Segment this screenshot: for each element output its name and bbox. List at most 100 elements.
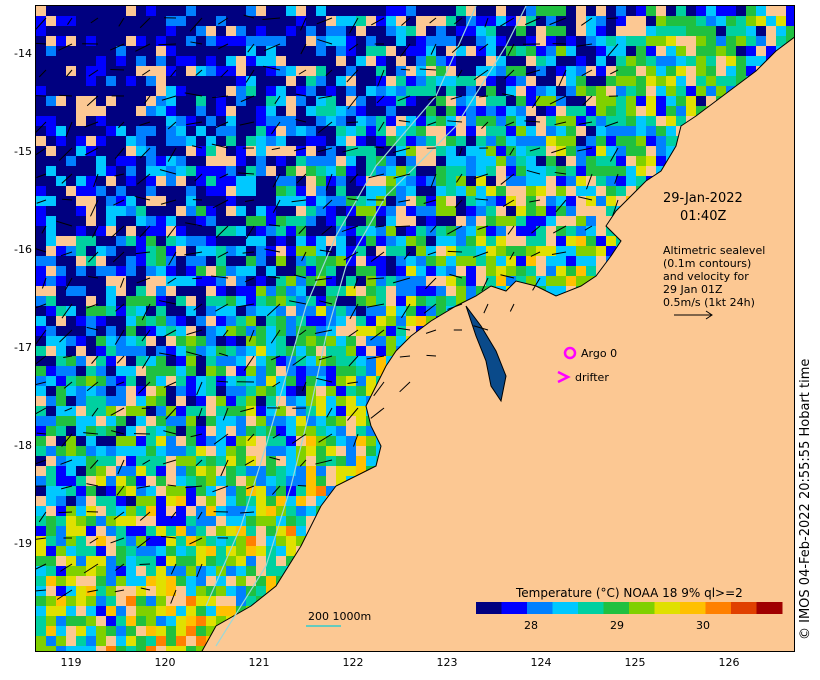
sst-cell — [266, 366, 276, 376]
sst-cell — [276, 316, 286, 326]
sst-cell — [206, 356, 216, 366]
velocity-vector — [192, 277, 203, 280]
colorbar-segment — [527, 602, 553, 614]
sst-cell — [106, 286, 116, 296]
sst-cell — [526, 126, 536, 136]
velocity-vector — [509, 251, 515, 260]
altimetry-line-1: Altimetric sealevel — [663, 244, 766, 257]
sst-cell — [686, 26, 696, 36]
sst-cell — [586, 116, 596, 126]
sst-cell — [516, 266, 526, 276]
sst-cell — [416, 196, 426, 206]
sst-cell — [346, 296, 356, 306]
sst-cell — [536, 16, 546, 26]
sst-cell — [366, 386, 376, 396]
velocity-vector — [141, 303, 151, 321]
velocity-vector — [549, 17, 567, 26]
sst-cell — [366, 26, 376, 36]
sst-cell — [646, 156, 656, 166]
sst-cell — [66, 56, 76, 66]
sst-cell — [136, 186, 146, 196]
velocity-vector — [272, 433, 281, 439]
sst-cell — [126, 46, 136, 56]
sst-cell — [156, 536, 166, 546]
sst-cell — [566, 76, 576, 86]
sst-cell — [416, 96, 426, 106]
velocity-vector — [374, 146, 385, 149]
sst-cell — [196, 596, 206, 606]
sst-cell — [176, 146, 186, 156]
sst-cell — [516, 46, 526, 56]
velocity-vector — [166, 225, 177, 238]
sst-cell — [286, 246, 296, 256]
sst-cell — [116, 306, 126, 316]
sst-cell — [56, 136, 66, 146]
sst-cell — [186, 136, 196, 146]
sst-cell — [196, 136, 206, 146]
velocity-vector — [139, 17, 151, 29]
sst-cell — [106, 186, 116, 196]
sst-cell — [206, 496, 216, 506]
velocity-vector — [36, 95, 47, 97]
velocity-vector — [301, 251, 307, 262]
sst-cell — [176, 256, 186, 266]
sst-cell — [376, 326, 386, 336]
sst-cell — [56, 26, 66, 36]
velocity-vector — [170, 69, 177, 77]
sst-cell — [566, 66, 576, 76]
sst-cell — [636, 56, 646, 66]
sst-cell — [246, 76, 256, 86]
sst-cell — [446, 226, 456, 236]
velocity-vector — [135, 43, 151, 52]
sst-cell — [126, 316, 136, 326]
sst-cell — [166, 406, 176, 416]
sst-cell — [756, 56, 766, 66]
sst-cell — [226, 296, 236, 306]
sst-cell — [56, 496, 66, 506]
sst-cell — [436, 146, 446, 156]
sst-cell — [196, 26, 206, 36]
sst-cell — [246, 266, 256, 276]
sst-cell — [216, 506, 226, 516]
sst-cell — [66, 256, 76, 266]
sst-cell — [176, 636, 186, 646]
sst-cell — [456, 176, 466, 186]
sst-cell — [616, 126, 626, 136]
sst-cell — [326, 56, 336, 66]
sst-cell — [166, 436, 176, 446]
sst-cell — [206, 296, 216, 306]
sst-cell — [636, 156, 646, 166]
sst-cell — [106, 166, 116, 176]
sst-cell — [356, 86, 366, 96]
sst-cell — [326, 246, 336, 256]
sst-cell — [146, 426, 156, 436]
sst-cell — [106, 306, 116, 316]
sst-cell — [236, 346, 246, 356]
sst-cell — [116, 316, 126, 326]
velocity-vector — [377, 121, 385, 132]
sst-cell — [96, 296, 106, 306]
sst-cell — [186, 406, 196, 416]
altimetry-line-4: 29 Jan 01Z — [663, 283, 723, 296]
velocity-vector — [91, 225, 99, 238]
sst-cell — [266, 386, 276, 396]
sst-cell — [116, 76, 126, 86]
velocity-vector — [549, 95, 567, 105]
sst-cell — [636, 86, 646, 96]
sst-cell — [336, 336, 346, 346]
sst-cell — [316, 46, 326, 56]
sst-cell — [506, 66, 516, 76]
sst-cell — [36, 546, 46, 556]
sst-cell — [236, 386, 246, 396]
sst-cell — [286, 486, 296, 496]
velocity-vector — [479, 95, 489, 98]
sst-cell — [136, 616, 146, 626]
sst-cell — [246, 276, 256, 286]
sst-cell — [306, 266, 316, 276]
sst-cell — [176, 156, 186, 166]
sst-cell — [506, 176, 516, 186]
sst-cell — [276, 176, 286, 186]
sst-cell — [326, 186, 336, 196]
velocity-vector — [373, 381, 385, 397]
sst-cell — [246, 526, 256, 536]
